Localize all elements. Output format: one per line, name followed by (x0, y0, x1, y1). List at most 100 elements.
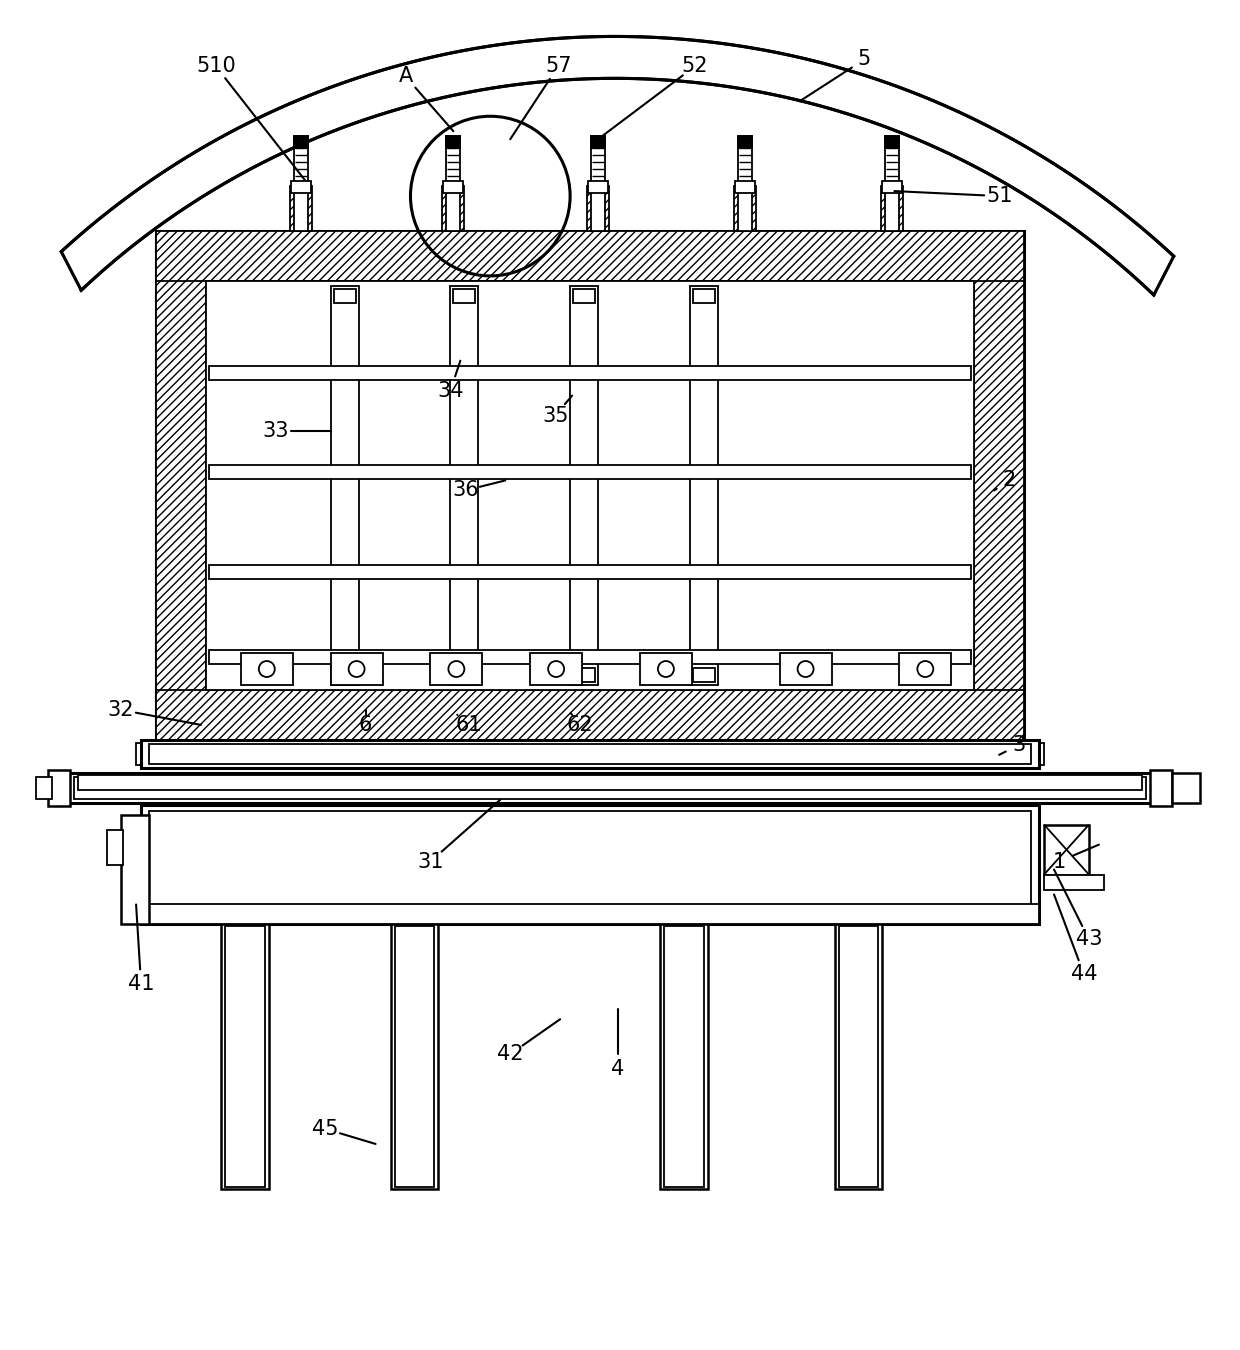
Bar (693, 668, 714, 682)
Circle shape (259, 662, 275, 676)
Bar (1044, 875, 1104, 890)
Circle shape (548, 662, 564, 676)
Text: 52: 52 (682, 57, 708, 77)
Bar (334, 289, 356, 302)
Bar (208, 466, 971, 479)
Bar (450, 286, 479, 684)
Bar (838, 926, 878, 1187)
Bar (1044, 825, 1089, 875)
Bar (738, 136, 751, 148)
Text: 61: 61 (455, 716, 481, 734)
Bar (591, 136, 605, 148)
Circle shape (348, 662, 365, 676)
Text: 2: 2 (1002, 470, 1016, 490)
Bar (224, 926, 265, 1187)
Bar (835, 925, 883, 1189)
Bar (885, 136, 899, 231)
Bar (430, 653, 482, 684)
Bar (663, 926, 704, 1187)
Bar (122, 814, 149, 925)
Bar (290, 186, 311, 231)
Text: A: A (398, 66, 413, 86)
Bar (454, 289, 475, 302)
Bar (883, 181, 903, 193)
Text: 3: 3 (1013, 734, 1025, 755)
Text: 51: 51 (986, 186, 1012, 207)
Text: 57: 57 (544, 57, 572, 77)
Bar (899, 653, 951, 684)
Bar (156, 231, 1024, 740)
Bar (443, 186, 464, 231)
Bar (1149, 769, 1172, 806)
Bar (975, 231, 1024, 740)
Bar (394, 926, 434, 1187)
Bar (141, 805, 1039, 925)
Bar (221, 925, 269, 1189)
Bar (446, 136, 460, 231)
Bar (735, 181, 755, 193)
Circle shape (797, 662, 813, 676)
Text: 31: 31 (417, 852, 444, 872)
Bar (241, 653, 293, 684)
Bar (882, 186, 904, 231)
Bar (48, 769, 71, 806)
Bar (531, 653, 582, 684)
Bar (640, 653, 692, 684)
Text: 6: 6 (358, 716, 372, 734)
Text: 34: 34 (438, 381, 464, 401)
Text: 36: 36 (453, 481, 479, 501)
Bar (693, 289, 714, 302)
Bar (573, 289, 595, 302)
Bar (444, 181, 464, 193)
Bar (446, 136, 460, 148)
Bar (885, 136, 899, 148)
Bar (141, 904, 1039, 925)
Bar (588, 181, 608, 193)
Bar (587, 186, 609, 231)
Bar (156, 231, 206, 740)
Bar (1172, 772, 1199, 803)
Circle shape (658, 662, 673, 676)
Bar (734, 186, 755, 231)
Text: 510: 510 (196, 57, 236, 77)
Bar (206, 281, 975, 690)
Bar (331, 286, 358, 684)
Bar (149, 811, 1032, 918)
Text: 33: 33 (263, 421, 289, 440)
Bar (573, 668, 595, 682)
Bar (689, 286, 718, 684)
Bar (334, 668, 356, 682)
Bar (738, 136, 751, 231)
Text: 62: 62 (567, 716, 594, 734)
Text: 42: 42 (497, 1044, 523, 1064)
Text: 41: 41 (128, 975, 154, 995)
Bar (294, 136, 308, 231)
Bar (141, 740, 1039, 768)
Bar (454, 668, 475, 682)
Text: 45: 45 (312, 1119, 339, 1139)
Text: 32: 32 (108, 699, 134, 720)
PathPatch shape (61, 36, 1174, 296)
Text: 4: 4 (611, 1060, 625, 1079)
Bar (208, 566, 971, 579)
Bar (290, 181, 311, 193)
Bar (66, 772, 1153, 803)
Bar (149, 744, 1032, 764)
Bar (136, 743, 1044, 765)
Bar (78, 775, 1142, 790)
Circle shape (918, 662, 934, 676)
Bar (294, 136, 308, 148)
Bar (391, 925, 439, 1189)
Bar (156, 690, 1024, 740)
Text: 44: 44 (1070, 964, 1097, 984)
Bar (780, 653, 832, 684)
Bar (570, 286, 598, 684)
Bar (208, 651, 971, 664)
Bar (74, 776, 1146, 799)
Bar (331, 653, 382, 684)
Bar (36, 776, 52, 799)
Bar (591, 136, 605, 231)
Text: 43: 43 (1075, 929, 1102, 949)
Text: 5: 5 (858, 50, 870, 69)
Text: 1: 1 (1053, 852, 1065, 872)
